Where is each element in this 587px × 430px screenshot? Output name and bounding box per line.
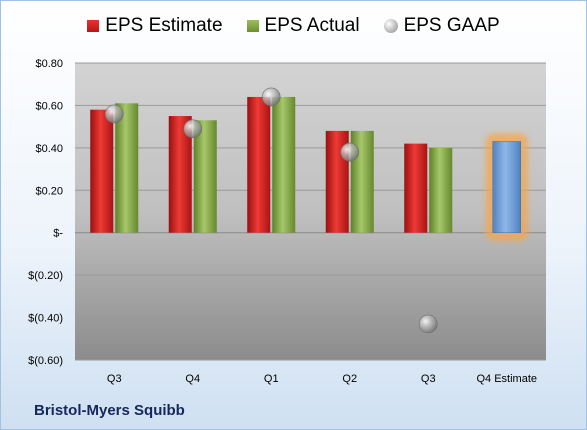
- bar-estimate: [404, 143, 428, 233]
- legend-label-actual: EPS Actual: [264, 15, 360, 36]
- x-tick-label: Q3: [421, 373, 436, 385]
- y-tick-label: $-: [53, 228, 63, 240]
- x-tick-label: Q4: [185, 373, 200, 385]
- y-tick-label: $(0.60): [28, 355, 63, 367]
- bar-estimate: [492, 141, 521, 233]
- legend: EPS Estimate EPS Actual EPS GAAP: [1, 15, 586, 37]
- bar-actual: [115, 103, 139, 233]
- gaap-marker: [104, 104, 124, 124]
- x-tick-label: Q4 Estimate: [476, 373, 537, 385]
- bar-actual: [272, 96, 296, 233]
- legend-item-estimate: EPS Estimate: [87, 15, 223, 37]
- bar-estimate: [90, 109, 114, 233]
- plot-area: [75, 63, 546, 360]
- gaap-marker: [261, 87, 281, 107]
- legend-label-estimate: EPS Estimate: [105, 15, 223, 36]
- bar-estimate: [247, 96, 271, 233]
- legend-swatch-estimate: [87, 20, 100, 32]
- y-tick-label: $(0.20): [28, 270, 63, 282]
- y-tick-label: $(0.40): [28, 313, 63, 325]
- gaap-marker: [418, 314, 438, 334]
- bar-actual: [429, 147, 453, 233]
- x-tick-label: Q3: [107, 373, 122, 385]
- y-tick-label: $0.40: [35, 143, 63, 155]
- y-tick-label: $0.20: [35, 185, 63, 197]
- bar-estimate: [168, 116, 192, 233]
- legend-label-gaap: EPS GAAP: [403, 15, 500, 36]
- legend-swatch-actual: [246, 20, 259, 32]
- y-tick-label: $0.60: [35, 100, 63, 112]
- legend-swatch-gaap: [383, 19, 398, 33]
- legend-item-actual: EPS Actual: [246, 15, 360, 37]
- gaap-marker: [340, 142, 360, 162]
- y-tick-label: $0.80: [35, 58, 63, 70]
- x-tick-label: Q2: [342, 373, 357, 385]
- gaap-marker: [183, 119, 203, 139]
- company-name: Bristol-Myers Squibb: [34, 402, 185, 419]
- bar-actual: [193, 120, 217, 233]
- x-tick-label: Q1: [264, 373, 279, 385]
- legend-item-gaap: EPS GAAP: [383, 15, 500, 37]
